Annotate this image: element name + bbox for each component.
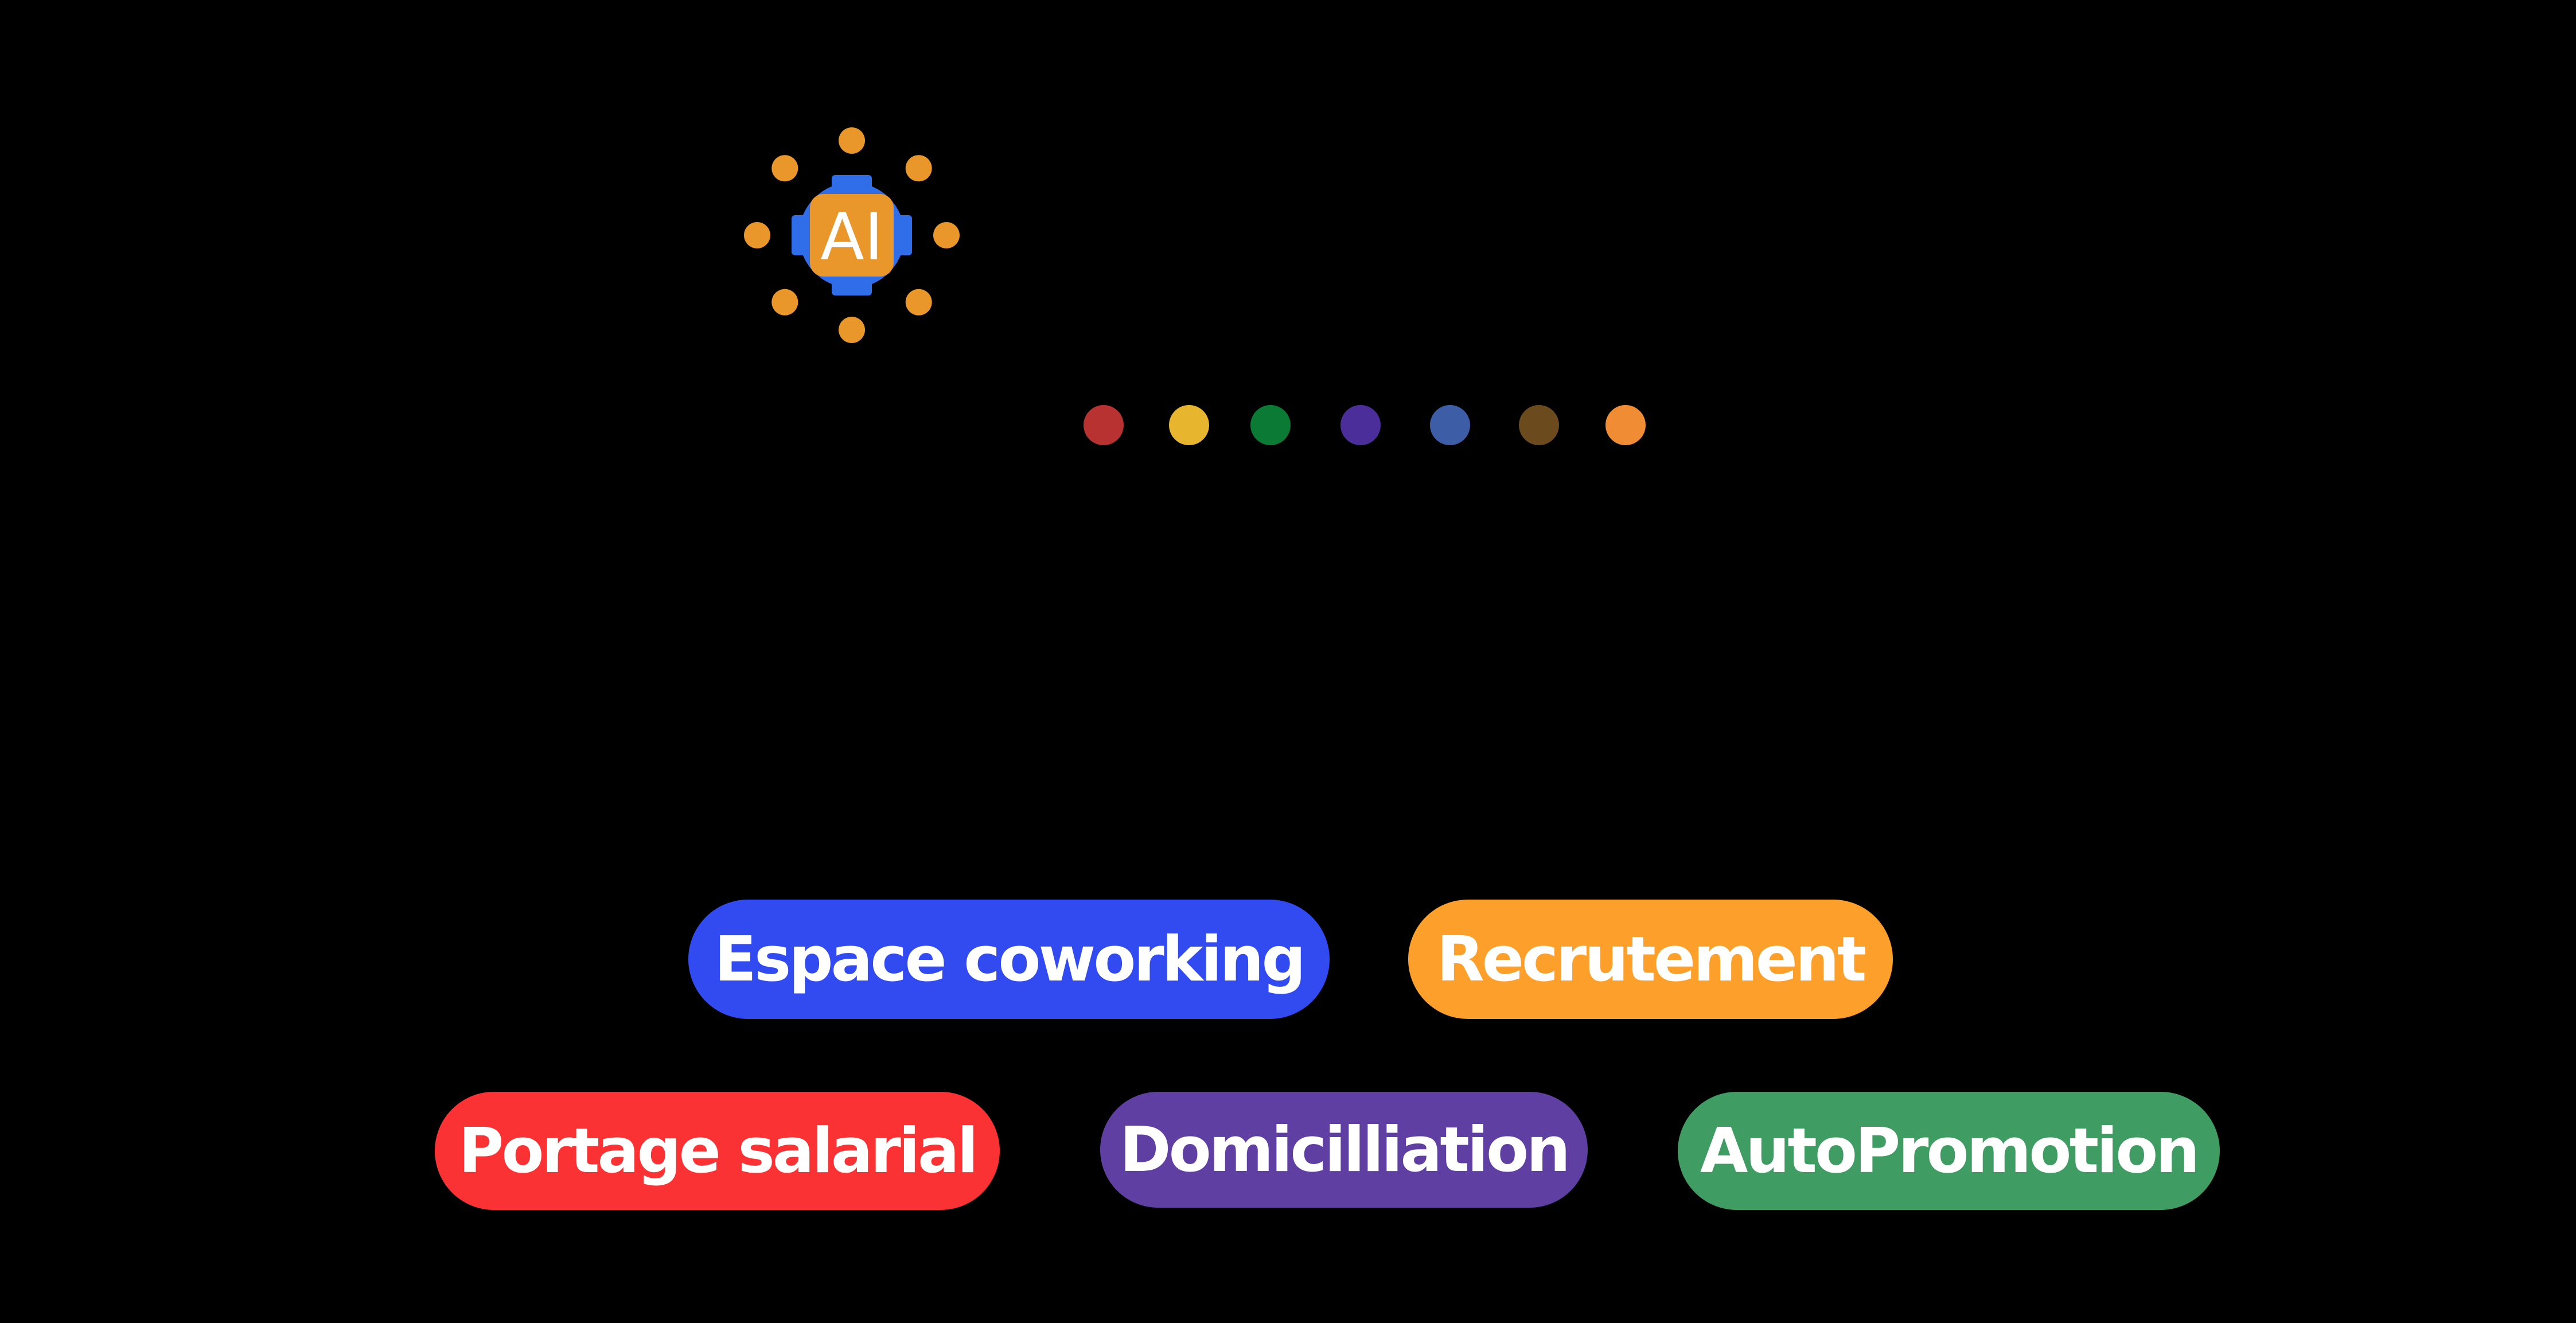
tag-espace-coworking[interactable]: Espace coworking [688,900,1330,1019]
ai-chip-icon: AI [740,120,964,344]
logo-dot [933,222,960,248]
logo-dot [771,289,798,316]
chip-body [810,194,894,277]
tag-label: Espace coworking [714,923,1306,995]
tag-label: Portage salarial [458,1115,979,1187]
color-dot-brown [1519,405,1559,445]
color-dot-yellow [1169,405,1209,445]
tag-portage-salarial[interactable]: Portage salarial [435,1092,1000,1210]
logo-dot [905,289,932,316]
color-dot-blue [1430,405,1470,445]
logo-text: AI [820,200,883,275]
tag-label: Recrutement [1436,923,1867,995]
color-dot-orange [1605,405,1646,445]
logo-dot [839,317,865,343]
tag-domicilliation[interactable]: Domicilliation [1100,1092,1588,1208]
logo-dot [839,127,865,154]
tag-recrutement[interactable]: Recrutement [1408,900,1893,1019]
logo-dot [744,222,770,248]
tag-autopromotion[interactable]: AutoPromotion [1678,1092,2220,1210]
tag-label: AutoPromotion [1700,1115,2200,1187]
color-dot-purple [1340,405,1381,445]
logo-dots [744,127,960,343]
ai-logo-graphic: AI [744,127,960,343]
color-dot-green [1250,405,1291,445]
color-dot-red [1084,405,1124,445]
logo-dot [905,155,932,182]
tag-label: Domicilliation [1119,1114,1570,1186]
logo-dot [771,155,798,182]
